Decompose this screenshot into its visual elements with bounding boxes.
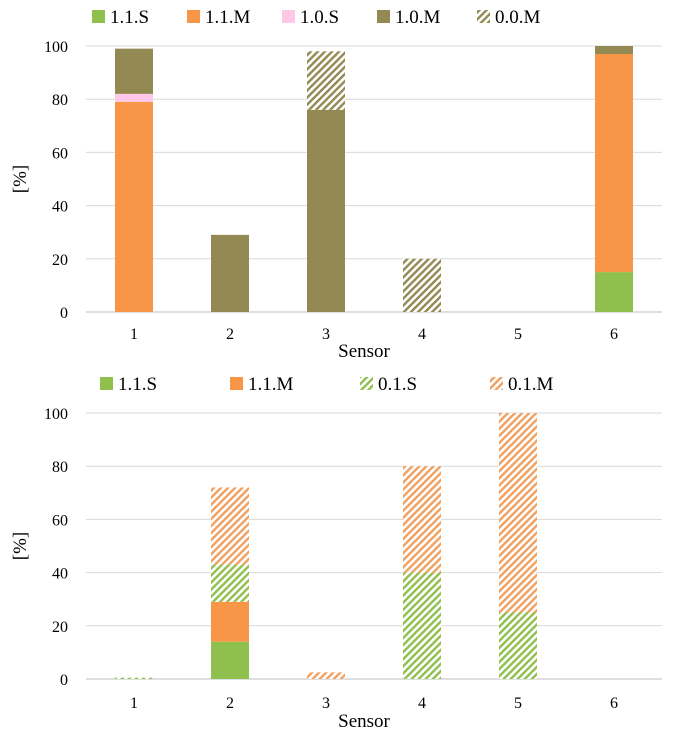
x-tick-label: 5 [514, 695, 522, 712]
y-tick-label: 100 [44, 406, 68, 423]
y-tick-label: 20 [52, 252, 68, 269]
x-tick-label: 4 [418, 326, 426, 343]
x-tick-label: 1 [130, 695, 138, 712]
x-axis-label: Sensor [338, 341, 390, 362]
legend-swatch [230, 377, 243, 390]
bar-segment-0-1-M-sensor-3 [307, 672, 345, 679]
legend-swatch [490, 377, 503, 390]
bar-segment-1-1-S-sensor-2 [211, 641, 249, 679]
legend: 1.1.S 1.1.M 0.1.S 0.1.M [100, 374, 554, 395]
legend-label: 1.1.S [110, 7, 149, 28]
bar-segment-0-1-S-sensor-4 [403, 572, 441, 679]
y-tick-label: 20 [52, 619, 68, 636]
legend-label: 1.0.S [300, 7, 339, 28]
bar-segment-0-1-M-sensor-4 [403, 466, 441, 573]
y-axis-label: [%] [10, 165, 31, 193]
legend-swatch [360, 377, 373, 390]
legend-swatch [92, 10, 105, 23]
y-tick-label: 0 [60, 672, 68, 689]
bar-segment-0-0-M-sensor-3 [307, 51, 345, 110]
x-axis-label: Sensor [338, 711, 390, 732]
chart-2: 0 20 40 60 80 100 1 2 3 4 5 6 Sensor [%] 1.1.S 1.1.M 0.1… [10, 374, 662, 732]
bar-segment-1-0-M-sensor-6 [595, 46, 633, 54]
y-tick-label: 40 [52, 199, 68, 216]
x-tick-label: 2 [226, 326, 234, 343]
bar-segment-0-0-M-sensor-4 [403, 258, 441, 312]
legend-label: 1.1.M [205, 7, 251, 28]
legend-swatch [377, 10, 390, 23]
bar-segment-1-1-M-sensor-6 [595, 53, 633, 273]
bar-segment-0-1-M-sensor-2 [211, 487, 249, 565]
y-tick-label: 40 [52, 566, 68, 583]
y-tick-label: 80 [52, 92, 68, 109]
bar-segment-1-0-M-sensor-3 [307, 109, 345, 312]
bar-segment-1-0-M-sensor-2 [211, 234, 249, 312]
x-tick-label: 6 [610, 326, 618, 343]
y-tick-label: 100 [44, 39, 68, 56]
y-axis-label: [%] [10, 532, 31, 560]
x-tick-label: 1 [130, 326, 138, 343]
y-tick-label: 0 [60, 305, 68, 322]
x-tick-label: 5 [514, 326, 522, 343]
legend-label: 1.0.M [395, 7, 441, 28]
legend-label: 0.1.S [378, 374, 417, 395]
legend-label: 1.1.M [248, 374, 294, 395]
legend-label: 0.1.M [508, 374, 554, 395]
bar-segment-1-1-S-sensor-6 [595, 272, 633, 312]
chart-1: 0 20 40 60 80 100 1 2 3 4 5 6 Sensor [%] 1.1.S 1.1.M 1.0… [10, 7, 662, 362]
y-tick-label: 60 [52, 145, 68, 162]
legend-swatch [187, 10, 200, 23]
x-tick-label: 2 [226, 695, 234, 712]
legend-label: 1.1.S [118, 374, 157, 395]
x-tick-label: 4 [418, 695, 426, 712]
bar-segment-0-1-S-sensor-5 [499, 612, 537, 679]
bar-segment-0-1-S-sensor-2 [211, 564, 249, 602]
bar-segment-1-0-M-sensor-1 [115, 48, 153, 94]
bar-segment-0-1-M-sensor-5 [499, 413, 537, 613]
legend-swatch [100, 377, 113, 390]
x-tick-label: 6 [610, 695, 618, 712]
bar-segment-1-1-M-sensor-1 [115, 101, 153, 312]
bar-segment-1-0-S-sensor-1 [115, 93, 153, 102]
x-tick-label: 3 [322, 326, 330, 343]
y-tick-label: 80 [52, 459, 68, 476]
bar-segment-0-1-S-sensor-1 [115, 677, 153, 679]
legend-label: 0.0.M [495, 7, 541, 28]
legend: 1.1.S 1.1.M 1.0.S 1.0.M 0.0.M [92, 7, 541, 28]
x-tick-label: 3 [322, 695, 330, 712]
legend-swatch [477, 10, 490, 23]
y-tick-label: 60 [52, 512, 68, 529]
bar-segment-1-1-M-sensor-2 [211, 601, 249, 642]
legend-swatch [282, 10, 295, 23]
